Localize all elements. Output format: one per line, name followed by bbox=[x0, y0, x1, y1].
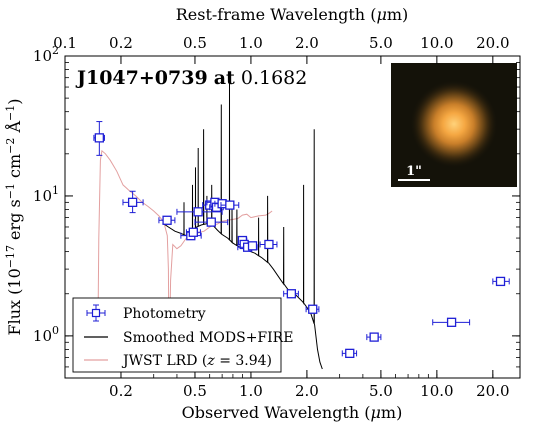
y-tick-label: 100 bbox=[33, 324, 59, 345]
top-ticks: 0.1 0.2 0.5 1.0 2.0 5.0 10.0 20.0 bbox=[53, 34, 510, 64]
photometry-point bbox=[492, 276, 510, 287]
photometry-marker bbox=[188, 227, 198, 237]
object-title: J1047+0739 at 0.1682 bbox=[75, 67, 307, 89]
legend-mods-label: Smoothed MODS+FIRE bbox=[123, 330, 293, 346]
photometry-marker bbox=[206, 217, 216, 227]
mods-fire-line bbox=[162, 77, 323, 370]
top-tick-label: 0.2 bbox=[109, 34, 133, 52]
object-redshift: 0.1682 bbox=[241, 67, 307, 89]
legend-photometry-marker bbox=[86, 304, 106, 322]
legend: Photometry Smoothed MODS+FIRE JWST LRD (… bbox=[72, 297, 293, 373]
x-tick-label: 20.0 bbox=[476, 382, 509, 400]
photometry-marker bbox=[345, 348, 355, 359]
top-tick-label: 0.5 bbox=[183, 34, 207, 52]
x-tick-label: 10.0 bbox=[420, 382, 453, 400]
photometry-marker bbox=[308, 304, 318, 314]
photometry-point bbox=[366, 332, 382, 342]
x-tick-label: 5.0 bbox=[369, 382, 393, 400]
photometry-point bbox=[194, 217, 229, 227]
x-tick-label: 0.5 bbox=[183, 382, 207, 400]
photometry-point bbox=[93, 121, 105, 156]
top-tick-label: 0.1 bbox=[53, 34, 77, 52]
photometry-point bbox=[220, 200, 240, 210]
photometry-marker bbox=[369, 332, 379, 342]
top-tick-label: 2.0 bbox=[295, 34, 319, 52]
top-axis-label: Rest-frame Wavelength (μm) bbox=[176, 5, 409, 24]
top-tick-label: 1.0 bbox=[239, 34, 263, 52]
photometry-marker bbox=[94, 133, 104, 143]
jwst-lrd-layer bbox=[97, 149, 273, 367]
y-ticks: 100 101 102 bbox=[33, 44, 520, 379]
mods-fire-layer bbox=[162, 77, 323, 370]
photometry-layer bbox=[93, 121, 510, 359]
photometry-marker bbox=[217, 199, 227, 209]
photometry-point bbox=[247, 241, 258, 251]
photometry-point bbox=[158, 215, 176, 225]
photometry-point bbox=[122, 190, 144, 214]
photometry-marker bbox=[127, 197, 138, 207]
photometry-marker bbox=[495, 276, 506, 287]
photometry-marker bbox=[162, 215, 172, 225]
legend-lrd-label: JWST LRD (z = 3.94) bbox=[121, 353, 272, 369]
x-axis-label: Observed Wavelength (μm) bbox=[182, 403, 403, 422]
photometry-point bbox=[432, 317, 471, 327]
legend-photometry-label: Photometry bbox=[123, 306, 206, 322]
plot-frame bbox=[64, 55, 521, 379]
y-tick-label: 101 bbox=[33, 184, 59, 205]
object-name: J1047+0739 bbox=[75, 67, 208, 89]
x-tick-label: 0.2 bbox=[109, 382, 133, 400]
photometry-marker bbox=[286, 289, 297, 299]
photometry-point bbox=[341, 348, 358, 359]
jwst-lrd-line bbox=[97, 149, 273, 367]
photometry-marker bbox=[247, 241, 258, 251]
inset-scalebar-label: 1" bbox=[406, 164, 422, 179]
photometry-marker bbox=[264, 239, 274, 250]
y-axis-label: Flux (10−17 erg s−1 cm−2 Å−1) bbox=[4, 99, 24, 336]
galaxy-image bbox=[410, 80, 498, 168]
x-tick-label: 2.0 bbox=[295, 382, 319, 400]
photometry-marker bbox=[446, 317, 457, 327]
y-tick-label: 102 bbox=[33, 44, 59, 65]
photometry-point bbox=[259, 239, 278, 250]
object-at: at bbox=[214, 67, 235, 89]
photometry-point bbox=[185, 227, 201, 237]
photometry-marker bbox=[225, 200, 235, 210]
galaxy-inset: 1" bbox=[391, 63, 517, 187]
x-tick-label: 1.0 bbox=[239, 382, 263, 400]
bottom-ticks: 0.2 0.5 1.0 2.0 5.0 10.0 20.0 bbox=[64, 370, 510, 400]
photometry-point bbox=[305, 304, 320, 314]
top-tick-label: 10.0 bbox=[420, 34, 453, 52]
top-tick-label: 5.0 bbox=[369, 34, 393, 52]
photometry-marker bbox=[193, 207, 203, 217]
photometry-point bbox=[283, 289, 299, 299]
top-tick-label: 20.0 bbox=[476, 34, 509, 52]
